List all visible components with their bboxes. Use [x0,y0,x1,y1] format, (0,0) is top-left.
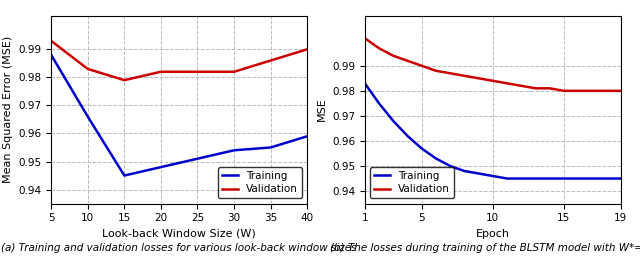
Training [574,177,582,180]
Line: Training: Training [365,83,621,179]
Training [375,102,383,105]
Training [303,135,311,138]
Validation [389,54,397,57]
Validation [418,64,426,67]
Training [546,177,554,180]
Training [489,174,497,177]
Line: Training: Training [51,55,307,176]
Y-axis label: Mean Squared Error (MSE): Mean Squared Error (MSE) [3,36,13,183]
Validation [574,89,582,92]
Training [617,177,625,180]
X-axis label: Look-back Window Size (W): Look-back Window Size (W) [102,229,256,239]
Validation [517,84,525,87]
Validation [503,82,511,85]
Training [432,157,440,160]
Line: Validation: Validation [51,41,307,80]
Validation [560,89,568,92]
Validation [267,59,275,62]
Training [157,165,164,169]
Training [589,177,596,180]
Validation [120,79,128,82]
Y-axis label: MSE: MSE [316,98,326,121]
Training [560,177,568,180]
Legend: Training, Validation: Training, Validation [218,167,302,198]
Text: (b) The losses during training of the BLSTM model with W*=15: (b) The losses during training of the BL… [330,242,640,253]
Training [461,169,468,173]
Legend: Training, Validation: Training, Validation [370,167,454,198]
Training [47,53,55,56]
Training [446,164,454,168]
Validation [489,79,497,82]
Validation [361,37,369,40]
Validation [432,69,440,72]
Validation [589,89,596,92]
Validation [617,89,625,92]
Validation [546,87,554,90]
Training [194,157,202,160]
Validation [532,87,540,90]
Training [418,147,426,150]
Validation [375,47,383,50]
Line: Validation: Validation [365,38,621,91]
Text: (a) Training and validation losses for various look-back window sizes: (a) Training and validation losses for v… [1,242,357,253]
Training [503,177,511,180]
Validation [603,89,611,92]
Validation [47,39,55,43]
Training [603,177,611,180]
Training [475,172,483,175]
Training [389,119,397,122]
Validation [446,72,454,75]
Training [404,134,412,138]
Validation [404,59,412,62]
Training [84,115,92,118]
X-axis label: Epoch: Epoch [476,229,510,239]
Validation [84,67,92,70]
Validation [461,74,468,77]
Training [517,177,525,180]
Validation [475,77,483,80]
Training [267,146,275,149]
Validation [157,70,164,73]
Training [230,149,238,152]
Training [361,82,369,85]
Validation [194,70,202,73]
Training [120,174,128,177]
Training [532,177,540,180]
Validation [303,48,311,51]
Validation [230,70,238,73]
